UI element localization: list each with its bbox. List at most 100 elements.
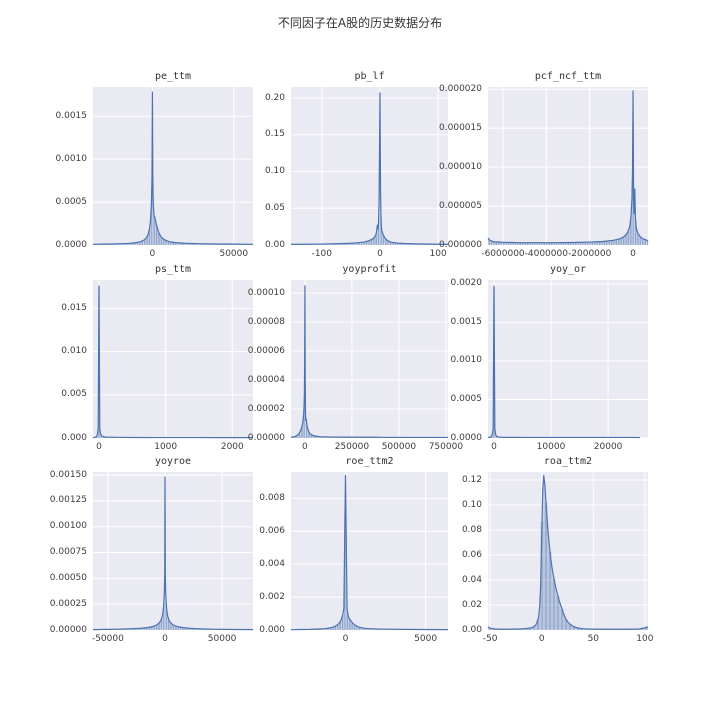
y-tick-label: 0.06 <box>461 549 482 560</box>
x-tick-label: -50 <box>482 634 498 644</box>
y-tick-label: 0.00075 <box>49 547 87 557</box>
plot-area <box>92 87 254 246</box>
y-tick-label: 0.00 <box>264 239 285 250</box>
x-tick-label: 50000 <box>207 634 237 644</box>
axes-background <box>291 87 448 245</box>
figure-title: 不同因子在A股的历史数据分布 <box>277 16 443 30</box>
x-tick-label: 10000 <box>536 442 566 452</box>
subplot-title: pb_lf <box>354 71 385 82</box>
x-tick-label: 0 <box>491 442 497 452</box>
y-tick-label: 0.02 <box>461 599 482 610</box>
x-tick-label: 250000 <box>334 442 370 452</box>
subplot-title: roa_ttm2 <box>543 456 593 467</box>
x-tick-label: 750000 <box>428 442 464 452</box>
plot-area <box>487 87 649 246</box>
y-tick-label: 0.010 <box>61 346 87 357</box>
y-tick-label: 0.20 <box>264 92 285 103</box>
y-tick-label: 0.00125 <box>49 495 87 506</box>
y-tick-label: 0.0010 <box>450 355 483 366</box>
x-tick-label: 0 <box>630 249 636 259</box>
kde-curve <box>487 90 649 244</box>
y-tick-label: 0.00006 <box>247 345 285 356</box>
subplot-title: pcf_ncf_ttm <box>534 71 602 82</box>
x-tick-label: 0 <box>162 634 168 644</box>
y-tick-label: 0.000020 <box>439 83 482 94</box>
y-tick-label: 0.00004 <box>247 374 285 385</box>
kde-curve <box>92 285 253 439</box>
y-tick-label: 0.15 <box>264 129 285 140</box>
x-tick-label: 5000 <box>414 634 438 644</box>
x-tick-label: 500000 <box>381 442 417 452</box>
x-tick-label: 0 <box>302 442 308 452</box>
x-tick-label: -100 <box>311 249 333 259</box>
axes-background <box>488 280 648 438</box>
x-tick-label: 50 <box>587 634 600 644</box>
kde-curve <box>487 285 641 439</box>
plot-area <box>92 472 254 631</box>
subplot-title: roe_ttm2 <box>345 456 394 467</box>
subplot-title: yoyprofit <box>342 264 397 275</box>
subplot-pcf_ncf_ttm: pcf_ncf_ttm 0.000000 0.000005 0.000010 0.000… <box>439 71 649 259</box>
x-tick-label: 0 <box>377 249 383 259</box>
y-tick-label: 0.00000 <box>49 624 87 635</box>
y-tick-label: 0.00000 <box>247 432 285 443</box>
y-tick-label: 0.00010 <box>247 287 285 298</box>
axes-background <box>488 87 648 245</box>
y-tick-label: 0.002 <box>259 591 285 602</box>
x-tick-label: 0 <box>342 634 349 644</box>
x-tick-label: 100 <box>636 634 654 644</box>
x-tick-label: 50000 <box>219 249 249 259</box>
axes-background <box>93 472 253 630</box>
plot-area <box>487 472 649 631</box>
y-tick-label: 0.000005 <box>439 200 482 211</box>
y-tick-label: 0.0000 <box>450 432 483 443</box>
y-tick-label: 0.004 <box>259 558 285 569</box>
plot-area <box>92 280 253 439</box>
x-tick-label: 2000 <box>220 442 244 452</box>
plot-area <box>487 280 648 439</box>
y-tick-label: 0.000010 <box>439 161 482 172</box>
axes-background <box>93 280 253 438</box>
y-tick-label: 0.0010 <box>55 153 88 164</box>
y-tick-label: 0.000015 <box>439 122 482 133</box>
subplot-pb_lf: pb_lf 0.00 0.05 0.10 0.15 0.20 -100 0 100 <box>265 71 449 259</box>
x-tick-label: -2000000 <box>568 249 612 259</box>
kde-curve <box>92 476 254 631</box>
subplot-title: yoy_or <box>549 264 587 275</box>
y-tick-label: 0.12 <box>461 474 482 485</box>
subplot-yoy_or: yoy_or 0.0000 0.0005 0.0010 0.0015 0.0020 0 100… <box>451 264 648 452</box>
plot-area <box>290 280 448 439</box>
subplot-pe_ttm: pe_ttm 0.0000 0.0005 0.0010 0.0015 0 50000 <box>56 71 254 259</box>
axes-background <box>488 472 648 630</box>
subplot-title: ps_ttm <box>154 264 192 275</box>
y-tick-label: 0.008 <box>259 492 285 503</box>
kde-curve <box>290 474 449 631</box>
subplot-ps_ttm: ps_ttm 0.000 0.005 0.010 0.015 0 1000 2000 <box>61 264 253 452</box>
y-tick-label: 0.0005 <box>450 394 483 404</box>
x-tick-label: 1000 <box>154 442 178 452</box>
y-tick-label: 0.00050 <box>49 572 87 583</box>
y-tick-label: 0.04 <box>461 574 482 585</box>
kde-curve <box>290 285 448 439</box>
y-tick-label: 0.000000 <box>439 239 482 250</box>
y-tick-label: 0.006 <box>259 525 285 536</box>
y-tick-label: 0.08 <box>461 524 482 535</box>
x-tick-label: -50000 <box>91 634 124 644</box>
axes-background <box>291 280 448 438</box>
y-tick-label: 0.015 <box>61 303 87 313</box>
y-tick-label: 0.000 <box>61 432 87 443</box>
y-tick-label: 0.005 <box>61 389 87 400</box>
axes-background <box>93 87 253 245</box>
y-tick-label: 0.05 <box>264 202 285 213</box>
subplot-title: pe_ttm <box>154 71 192 82</box>
subplot-yoyroe: yoyroe 0.00000 0.00025 0.00050 0.00075 0.0010… <box>50 456 254 644</box>
y-tick-label: 0.0005 <box>55 196 88 207</box>
kde-curve <box>290 92 449 246</box>
y-tick-label: 0.00100 <box>49 521 87 532</box>
x-tick-label: 0 <box>538 634 545 644</box>
y-tick-label: 0.10 <box>264 166 285 176</box>
y-tick-label: 0.00 <box>461 624 482 635</box>
subplot-yoyprofit: yoyprofit 0.00000 0.00002 0.00004 0.00006 0.0… <box>248 264 463 452</box>
y-tick-label: 0.0000 <box>55 239 88 250</box>
y-tick-label: 0.0015 <box>55 110 88 121</box>
